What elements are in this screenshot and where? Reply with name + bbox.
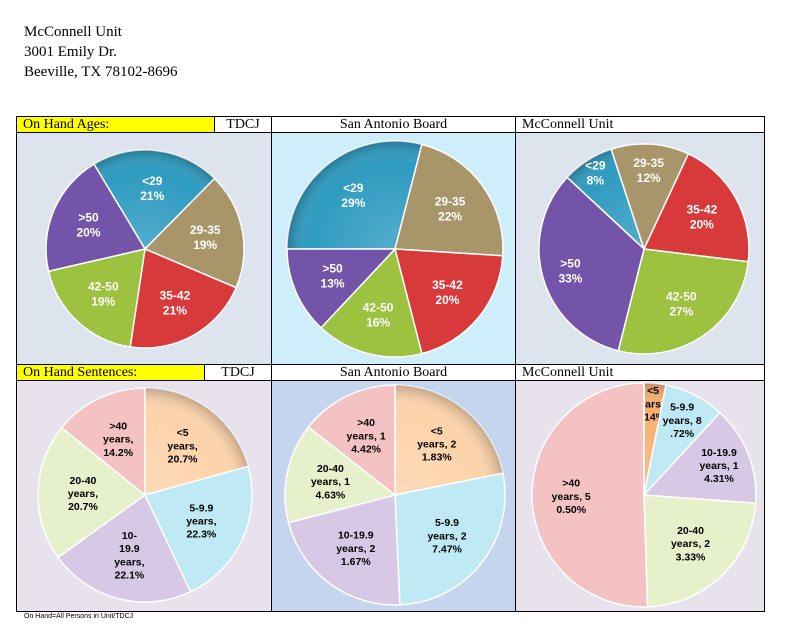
sa-sentences-label-2: 10-19.9 years, 2 1.67% (336, 530, 375, 568)
sa-sentences-panel: <5 years, 2 1.83% 5-9.9 years, 2 7.47% 10-19.9… (271, 380, 516, 612)
sa-ages-label-1: 29-35 22% (435, 195, 466, 224)
sa-sentences-label-3: 20-40 years, 1 4.63% (311, 463, 350, 501)
mc-ages-label-2: 35-42 20% (687, 203, 718, 232)
address-line-3: Beeville, TX 78102-8696 (24, 64, 178, 80)
tdcj-ages-label-3: 42-50 19% (88, 280, 119, 309)
mc-sentences-label-3: 20-40 years, 2 3.33% (671, 525, 710, 563)
sa-sentences-label-0: <5 years, 2 1.83% (417, 425, 456, 463)
tdcj-sentences-label-4: >40 years, 14.2% (103, 421, 134, 459)
sa-ages-pie: <29 29% 29-35 22% 35-42 20% 42-50 16% >50 13% (272, 133, 515, 364)
tdcj-sentences-slice-3 (37, 426, 147, 559)
mc-sentences-slice-2 (642, 411, 757, 505)
tdcj-ages-label-0: <29 21% (140, 174, 164, 203)
sa-ages-slice-2 (394, 248, 504, 355)
tdcj-ages-label-1: 29-35 19% (190, 223, 221, 252)
sa-ages-label-3: 42-50 16% (363, 301, 394, 330)
tdcj-sentences-label-2: 10-19.9 years, 22.1% (114, 530, 145, 581)
mc-sentences-pie: <5 years, 3.14%5-9.9 years, 8.72%10-19.9 ye… (516, 381, 764, 611)
tdcj-sentences-pie: <5 years, 20.7% 5-9.9 years, 22.3% 10-19.9 year… (17, 381, 271, 611)
mc-sentences-label-4: >40 years, 5 0.50% (552, 478, 591, 516)
mc-sentences-label-1: 5-9.9 years, 8.72% (663, 402, 702, 440)
sa-ages-label-2: 35-42 20% (432, 278, 463, 307)
address-block: McConnell Unit 3001 Emily Dr. Beeville, … (24, 22, 177, 82)
sa-ages-panel: <29 29% 29-35 22% 35-42 20% 42-50 16% >50 13% (271, 132, 516, 365)
sentences-tdcj-header: TDCJ (204, 364, 272, 381)
tdcj-sentences-label-3: 20-40 years, 20.7% (68, 475, 99, 513)
sa-sentences-slice-4 (307, 384, 396, 497)
sa-ages-label-4: >50 13% (321, 262, 345, 291)
ages-mc-header: McConnell Unit (515, 116, 765, 133)
sa-sentences-label-1: 5-9.9 years, 2 7.47% (427, 517, 466, 555)
mc-ages-pie: <29 8% 29-35 12% 35-42 20% 42-50 27% >50 33% (516, 133, 764, 364)
mc-ages-slice-4 (538, 176, 645, 352)
tdcj-ages-label-2: 35-42 21% (160, 288, 191, 317)
mc-sentences-slice-4 (531, 382, 649, 608)
address-line-1: McConnell Unit (24, 24, 122, 40)
sa-sentences-slice-3 (284, 426, 397, 524)
mc-ages-label-4: >50 33% (558, 256, 582, 285)
tdcj-ages-slice-2 (129, 247, 238, 349)
tdcj-ages-slice-1 (143, 177, 245, 289)
mc-sentences-slice-3 (643, 494, 757, 608)
sentences-title: On Hand Sentences: (16, 364, 205, 381)
sa-ages-label-0: <29 29% (341, 181, 365, 210)
tdcj-sentences-label-0: <5 years, 20.7% (167, 427, 198, 465)
ages-tdcj-header: TDCJ (214, 116, 272, 133)
tdcj-ages-pie: <29 21% 29-35 19% 35-42 21% 42-50 19% >50 20% (17, 133, 271, 364)
sa-ages-slice-3 (320, 247, 423, 358)
tdcj-sentences-panel: <5 years, 20.7% 5-9.9 years, 22.3% 10-19.9 year… (16, 380, 272, 612)
tdcj-ages-slice-4 (45, 163, 147, 273)
tdcj-ages-slice-3 (47, 248, 146, 348)
tdcj-ages-label-4: >50 20% (76, 211, 100, 240)
sa-ages-slice-4 (286, 248, 397, 329)
tdcj-sentences-slice-4 (60, 387, 146, 497)
mc-ages-panel: <29 8% 29-35 12% 35-42 20% 42-50 27% >50 33% (515, 132, 765, 365)
ages-title: On Hand Ages: (16, 116, 215, 133)
mc-ages-label-3: 42-50 27% (666, 289, 697, 318)
sentences-sa-header: San Antonio Board (271, 364, 516, 381)
sa-sentences-pie: <5 years, 2 1.83% 5-9.9 years, 2 7.47% 10-19.9… (272, 381, 515, 611)
tdcj-sentences-slice-2 (56, 493, 192, 603)
sa-ages-slice-1 (394, 143, 504, 257)
mc-ages-label-1: 29-35 12% (633, 156, 664, 185)
mc-ages-slice-3 (617, 248, 750, 355)
mc-sentences-panel: <5 years, 3.14% 5-9.9 years, 8.72% 10-19.9 ye… (515, 380, 765, 612)
footnote: On Hand=All Persons in Unit/TDCJ (24, 613, 134, 620)
ages-sa-header: San Antonio Board (271, 116, 516, 133)
mc-ages-slice-1 (610, 143, 690, 252)
sa-sentences-slice-2 (287, 494, 401, 606)
mc-ages-slice-2 (642, 152, 750, 263)
tdcj-ages-panel: <29 21% 29-35 19% 35-42 21% 42-50 19% >50 20% (16, 132, 272, 365)
address-line-2: 3001 Emily Dr. (24, 44, 117, 60)
sentences-mc-header: McConnell Unit (515, 364, 765, 381)
tdcj-sentences-slice-1 (143, 465, 253, 593)
mc-sentences-label-2: 10-19.9 years, 1 4.31% (699, 447, 738, 485)
tdcj-sentences-label-1: 5-9.9 years, 22.3% (186, 502, 217, 540)
sa-sentences-slice-1 (394, 472, 506, 606)
sa-sentences-label-4: >40 years, 1 4.42% (347, 417, 386, 455)
mc-ages-label-0: <29 8% (585, 159, 606, 188)
